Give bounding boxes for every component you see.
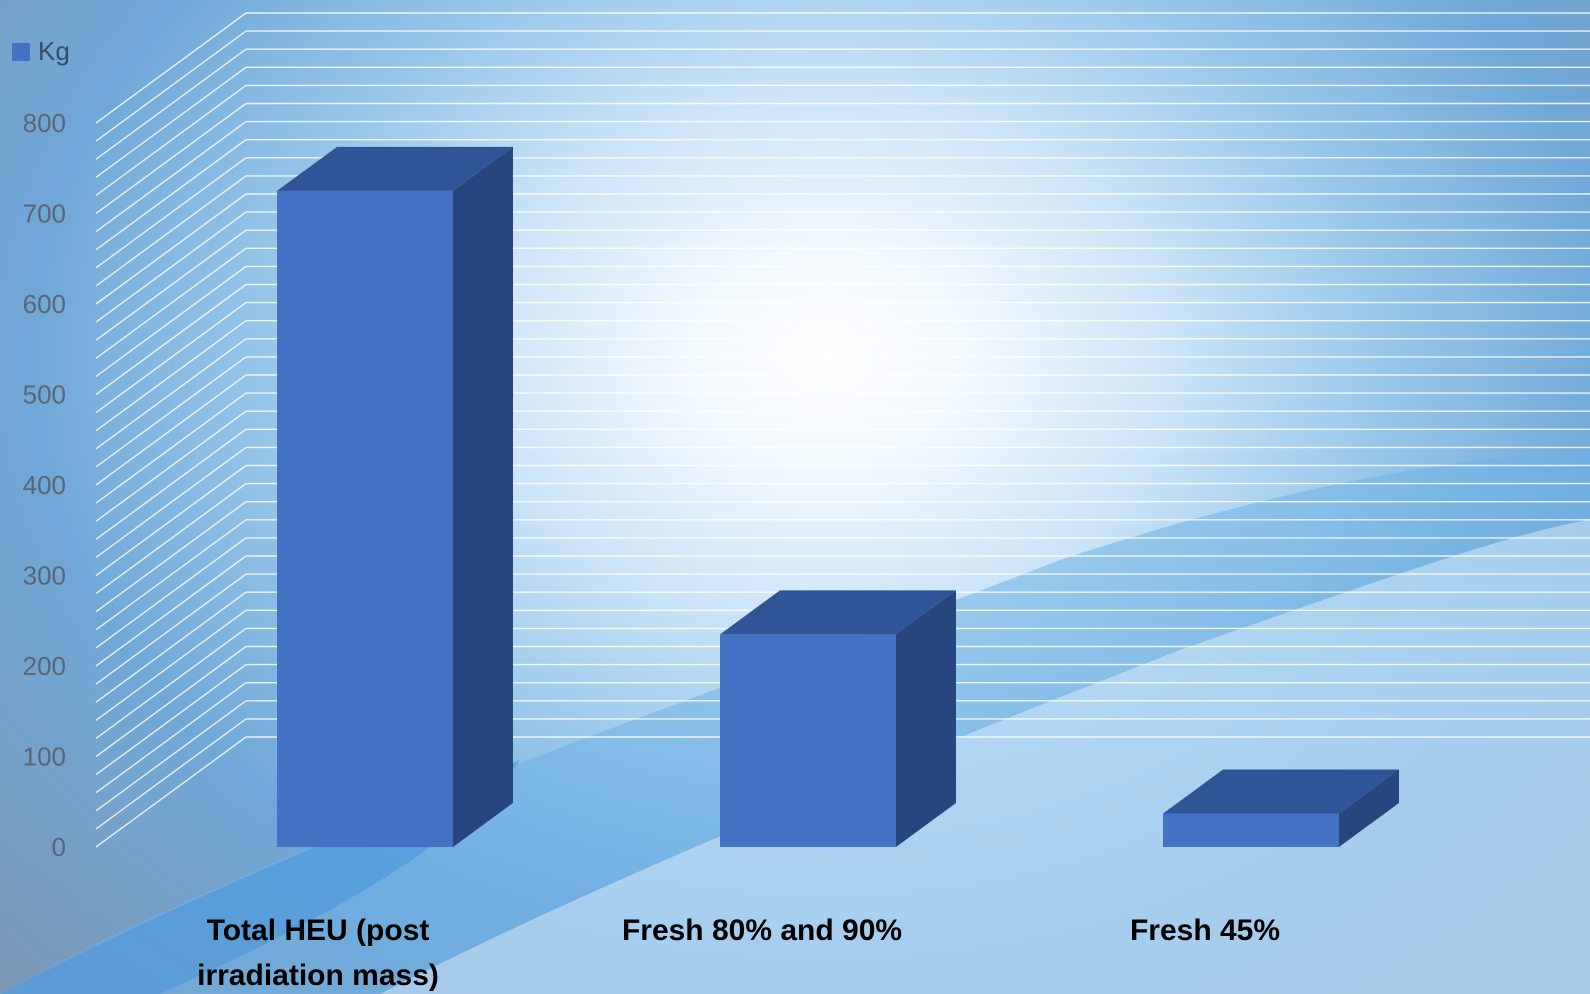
x-axis-labels: Total HEU (post irradiation mass) Fresh 80… <box>197 914 1280 992</box>
earth-clouds <box>380 520 1590 994</box>
legend-label: Kg <box>38 36 70 66</box>
bar-side <box>896 590 956 847</box>
gridline-side <box>95 627 247 739</box>
gridline-side <box>95 519 247 631</box>
x-tick-label: irradiation mass) <box>197 959 439 992</box>
y-tick-label: 0 <box>52 832 66 862</box>
gridline-side <box>95 446 247 558</box>
gridline-side <box>95 302 247 414</box>
bar-top <box>720 590 956 635</box>
bar-side <box>1339 769 1399 847</box>
gridline-side <box>95 320 247 432</box>
legend-swatch <box>12 42 30 61</box>
gridline-side <box>95 121 247 233</box>
x-tick-label: Fresh 80% and 90% <box>622 914 902 947</box>
gridline-side <box>95 718 247 830</box>
gridline-side <box>95 591 247 703</box>
gridline-side <box>95 30 247 142</box>
bar-top <box>1163 769 1399 814</box>
gridline-side <box>95 555 247 667</box>
y-tick-label: 200 <box>23 651 66 681</box>
gridline-side <box>95 428 247 540</box>
bar <box>277 146 513 847</box>
gridline-side <box>95 265 247 377</box>
gridline-side <box>95 609 247 721</box>
y-axis-ticks: 0 100 200 300 400 500 600 700 800 <box>23 108 66 862</box>
gridline-side <box>95 157 247 269</box>
gridline-side <box>95 374 247 486</box>
x-tick-label: Fresh 45% <box>1130 914 1280 947</box>
gridline-side <box>95 102 247 215</box>
gridline-side <box>95 193 247 305</box>
gridline-side <box>95 48 247 160</box>
gridline-side <box>95 392 247 504</box>
gridline-side <box>95 700 247 812</box>
y-tick-label: 700 <box>23 199 66 229</box>
gridline-side <box>95 12 247 124</box>
y-tick-label: 600 <box>23 289 66 319</box>
gridline-side <box>95 283 247 396</box>
gridline-side <box>95 501 247 613</box>
bar-front <box>1163 813 1339 847</box>
gridline-side <box>95 211 247 323</box>
gridline-side <box>95 537 247 649</box>
gridline-side <box>95 139 247 251</box>
gridline-side <box>95 645 247 758</box>
chart-legend: Kg <box>12 36 70 67</box>
bar-side <box>453 146 513 847</box>
gridline-side <box>95 84 247 196</box>
gridline-side <box>95 410 247 522</box>
gridline-side <box>95 736 247 848</box>
gridline-side <box>95 229 247 341</box>
gridline-side <box>95 682 247 794</box>
bar <box>1163 769 1399 847</box>
gridline-side <box>95 483 247 595</box>
gridline-side <box>95 175 247 287</box>
bar-front <box>720 634 896 847</box>
y-tick-label: 400 <box>23 470 66 500</box>
gridline-side <box>95 573 247 685</box>
y-tick-label: 500 <box>23 380 66 410</box>
gridline-side <box>95 664 247 776</box>
bar <box>720 590 956 847</box>
x-tick-label: Total HEU (post <box>207 914 430 947</box>
bar-front <box>277 190 453 847</box>
gridline-side <box>95 66 247 178</box>
y-tick-label: 800 <box>23 108 66 138</box>
chart-bars <box>277 146 1399 847</box>
bar-top <box>277 146 513 191</box>
gridline-side <box>95 247 247 359</box>
gridline-side <box>95 338 247 450</box>
y-tick-label: 300 <box>23 561 66 591</box>
y-tick-label: 100 <box>23 742 66 772</box>
gridline-side <box>95 464 247 577</box>
gridline-side <box>95 356 247 468</box>
